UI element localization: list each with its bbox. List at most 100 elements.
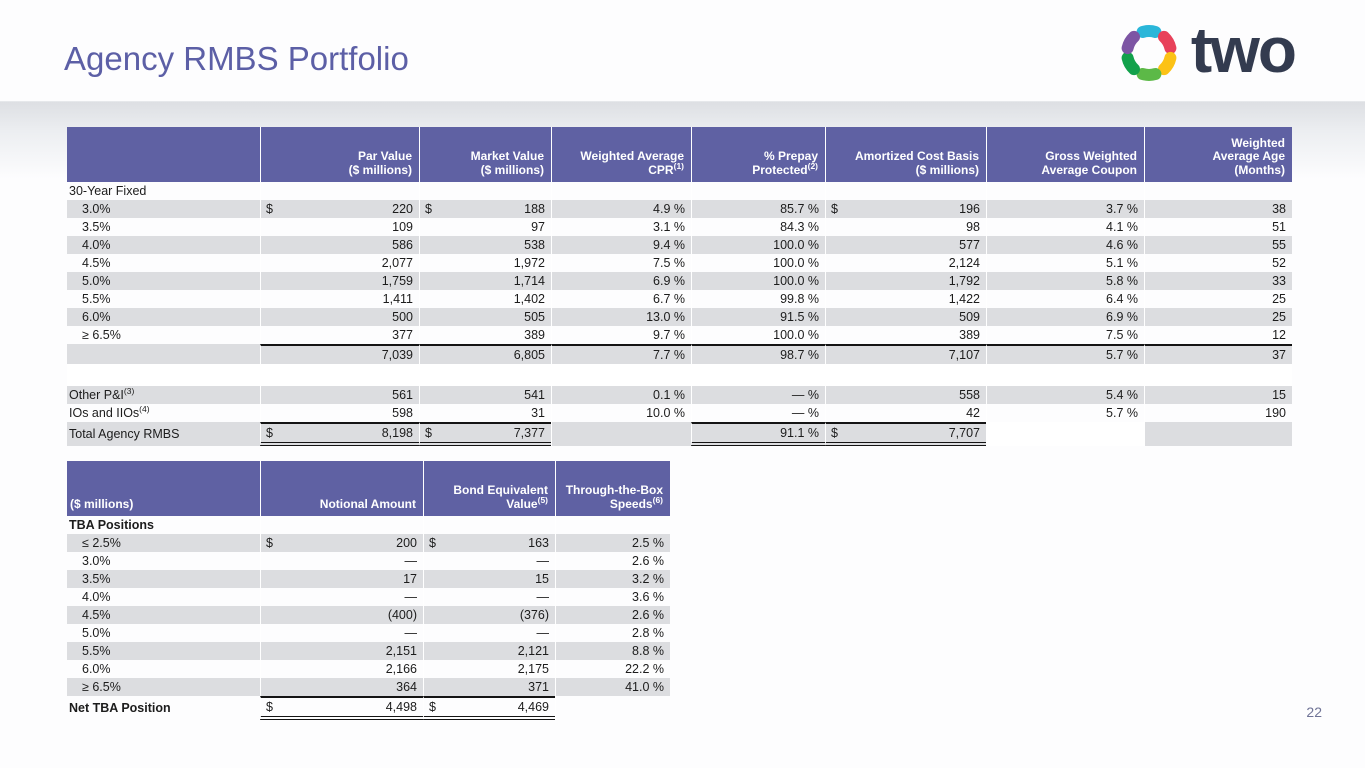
- table-cell: [986, 364, 1144, 386]
- row-label: 4.5%: [67, 606, 260, 624]
- table-cell: 0.1 %: [551, 386, 691, 404]
- table-row: ≥ 6.5% 377 389 9.7 % 100.0 % 389 7.5 % 12: [67, 326, 1292, 344]
- table-cell: (400): [260, 606, 423, 624]
- table-cell: [260, 182, 419, 200]
- table-cell: $163: [423, 534, 555, 552]
- two-logo-text: two: [1190, 14, 1297, 86]
- table-cell: 97: [419, 218, 551, 236]
- table-cell: —: [423, 624, 555, 642]
- table-cell: 7,107: [825, 344, 986, 364]
- table-cell: 15: [1144, 386, 1292, 404]
- table-cell: 51: [1144, 218, 1292, 236]
- table-cell: 2.6 %: [555, 552, 670, 570]
- row-label: ≥ 6.5%: [67, 678, 260, 696]
- table-cell: — %: [691, 404, 825, 422]
- row-label: ≤ 2.5%: [67, 534, 260, 552]
- row-label: 4.5%: [82, 256, 111, 270]
- table-cell: [551, 182, 691, 200]
- table-cell: 25: [1144, 290, 1292, 308]
- table-row: 3.0% — —2.6 %: [67, 552, 670, 570]
- table-cell: 389: [825, 326, 986, 344]
- page-number: 22: [1306, 704, 1322, 720]
- table-cell: $4,498: [260, 696, 423, 720]
- table-cell: 13.0 %: [551, 308, 691, 326]
- table-cell: 558: [825, 386, 986, 404]
- table-cell: — %: [691, 386, 825, 404]
- table-cell: 38: [1144, 200, 1292, 218]
- table-cell: 3.1 %: [551, 218, 691, 236]
- table-row: TBA Positions: [67, 516, 670, 534]
- table-cell: 10.0 %: [551, 404, 691, 422]
- table-cell: [986, 422, 1144, 446]
- table-cell: 6.9 %: [551, 272, 691, 290]
- table-cell: 371: [423, 678, 555, 696]
- table-cell: 99.8 %: [691, 290, 825, 308]
- table-cell: [419, 364, 551, 386]
- table-cell: 12: [1144, 326, 1292, 344]
- table-cell: —: [260, 588, 423, 606]
- row-label: 5.0%: [82, 626, 111, 640]
- two-logo-icon: [1121, 25, 1177, 81]
- table-cell: 85.7 %: [691, 200, 825, 218]
- table-cell: 100.0 %: [691, 236, 825, 254]
- table-cell: [1144, 364, 1292, 386]
- currency-symbol: $: [266, 536, 273, 550]
- column-header: Through-the-Box Speeds(6): [555, 461, 670, 516]
- table-cell: 6.7 %: [551, 290, 691, 308]
- table-cell: 2.6 %: [555, 606, 670, 624]
- table-cell: 2,166: [260, 660, 423, 678]
- row-label: IOs and IIOs(4): [69, 404, 150, 420]
- column-header: ($ millions): [67, 461, 260, 516]
- column-header: Weighted Average Age (Months): [1144, 127, 1292, 182]
- table-cell: 42: [825, 404, 986, 422]
- row-label: 5.0%: [67, 272, 260, 290]
- row-label: 5.5%: [67, 642, 260, 660]
- table-cell: 2,121: [423, 642, 555, 660]
- table-cell: —: [260, 552, 423, 570]
- table-cell: [419, 182, 551, 200]
- table-row: 5.5% 1,411 1,402 6.7 % 99.8 % 1,422 6.4 % 25: [67, 290, 1292, 308]
- table-cell: 25: [1144, 308, 1292, 326]
- column-header: Notional Amount: [260, 461, 423, 516]
- table-cell: 190: [1144, 404, 1292, 422]
- table-cell: 37: [1144, 344, 1292, 364]
- table-cell: 91.1 %: [691, 422, 825, 446]
- table-cell: [1144, 182, 1292, 200]
- table-cell: 7.5 %: [986, 326, 1144, 344]
- table-cell: —: [423, 552, 555, 570]
- table-cell: 4.9 %: [551, 200, 691, 218]
- table-cell: 22.2 %: [555, 660, 670, 678]
- table-row: 5.0% 1,759 1,714 6.9 % 100.0 % 1,792 5.8 % 33: [67, 272, 1292, 290]
- table-row: ≥ 6.5% 364 371 41.0 %: [67, 678, 670, 696]
- table-cell: 1,411: [260, 290, 419, 308]
- table-row: IOs and IIOs(4) 598 31 10.0 % — % 42 5.7 % 190: [67, 404, 1292, 422]
- table-cell: 561: [260, 386, 419, 404]
- currency-symbol: $: [266, 426, 273, 440]
- row-label: TBA Positions: [69, 518, 154, 532]
- table-cell: —: [260, 624, 423, 642]
- table-row: 4.0% — —3.6 %: [67, 588, 670, 606]
- table-cell: 5.1 %: [986, 254, 1144, 272]
- table-cell: 598: [260, 404, 419, 422]
- table-cell: 109: [260, 218, 419, 236]
- table-row: Total Agency RMBS $8,198 $7,377 91.1 % $7,70…: [67, 422, 1292, 446]
- table-cell: 2,175: [423, 660, 555, 678]
- table-cell: 3.7 %: [986, 200, 1144, 218]
- table-row: 6.0% 2,166 2,175 22.2 %: [67, 660, 670, 678]
- table-cell: 5.8 %: [986, 272, 1144, 290]
- page-title: Agency RMBS Portfolio: [64, 40, 409, 77]
- table-cell: 33: [1144, 272, 1292, 290]
- table-row: Other P&I(3) 561 541 0.1 % — % 558 5.4 % 15: [67, 386, 1292, 404]
- header-row: ($ millions) Notional Amount Bond Equivale…: [67, 461, 670, 516]
- row-label: Net TBA Position: [69, 701, 171, 715]
- table-cell: 538: [419, 236, 551, 254]
- table-cell: 84.3 %: [691, 218, 825, 236]
- table-row: 6.0% 500 505 13.0 % 91.5 % 509 6.9 % 25: [67, 308, 1292, 326]
- table-cell: $220: [260, 200, 419, 218]
- column-header: Weighted Average CPR(1): [551, 127, 691, 182]
- table-row: 4.5% (400) (376) 2.6 %: [67, 606, 670, 624]
- table-cell: [555, 696, 670, 720]
- table-cell: 2.8 %: [555, 624, 670, 642]
- table-cell: 1,402: [419, 290, 551, 308]
- table-row: 4.5% 2,077 1,972 7.5 % 100.0 % 2,124 5.1 % 52: [67, 254, 1292, 272]
